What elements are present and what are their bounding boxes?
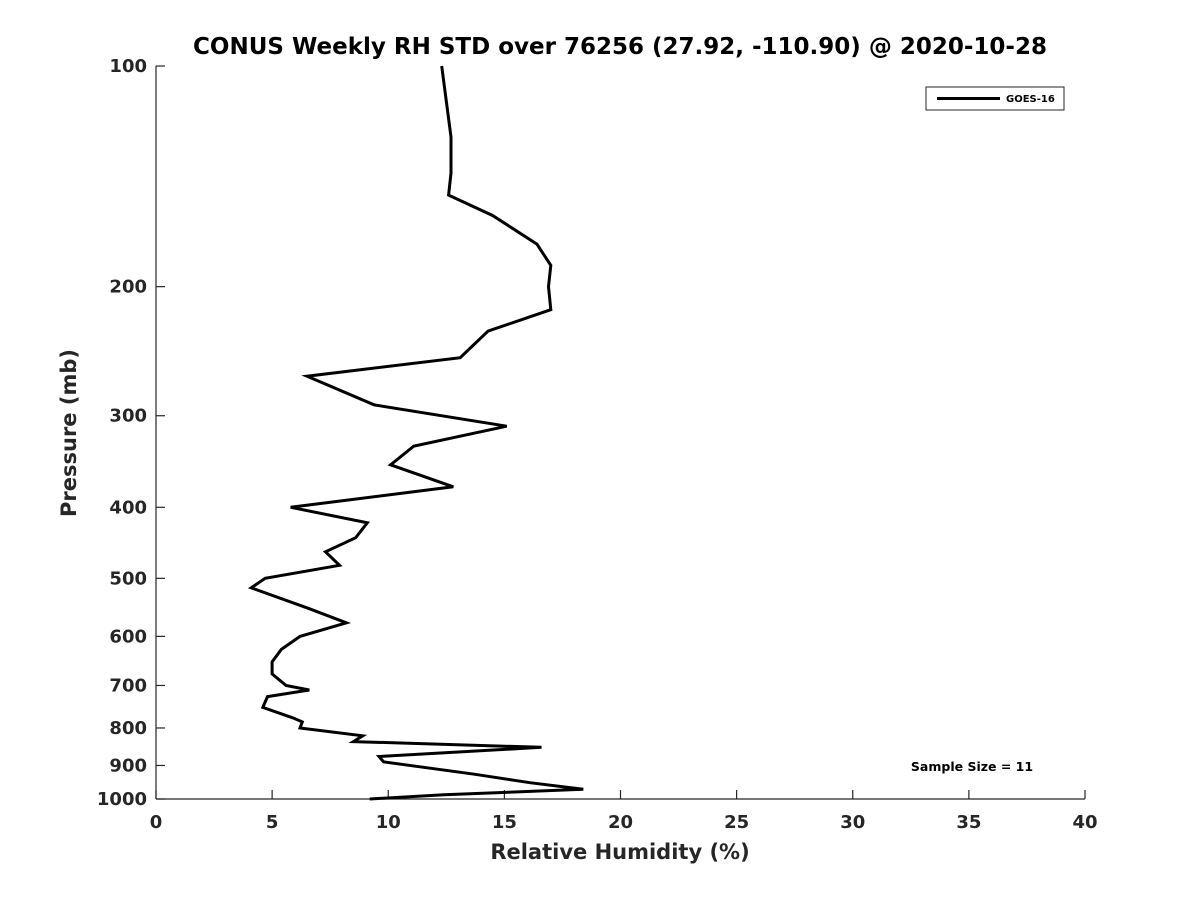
x-tick-label-40: 40 [1072, 812, 1097, 833]
y-tick-label-700: 700 [109, 675, 147, 696]
y-tick-label-100: 100 [109, 56, 147, 77]
series-line-0 [247, 65, 584, 801]
y-tick-label-400: 400 [109, 497, 147, 518]
x-tick-label-5: 5 [266, 812, 279, 833]
x-tick-label-35: 35 [956, 812, 981, 833]
y-tick-label-1000: 1000 [97, 789, 147, 810]
x-tick-label-0: 0 [150, 812, 163, 833]
y-axis-ticks: 100 200 300 400 500 600 700 800 900 1000 [97, 56, 165, 810]
legend: GOES-16 [925, 86, 1065, 111]
sample-size-annotation: Sample Size = 11 [911, 759, 1033, 774]
legend-label: GOES-16 [1006, 94, 1055, 105]
y-tick-label-600: 600 [109, 626, 147, 647]
y-tick-label-800: 800 [109, 718, 147, 739]
y-tick-label-300: 300 [109, 406, 147, 427]
series-layer [247, 65, 584, 801]
x-tick-label-15: 15 [492, 812, 517, 833]
x-axis-ticks: 0 5 10 15 20 25 30 35 40 [150, 790, 1098, 833]
y-axis-label: Pressure (mb) [57, 349, 81, 517]
y-tick-label-200: 200 [109, 277, 147, 298]
x-tick-label-25: 25 [724, 812, 749, 833]
y-tick-label-900: 900 [109, 755, 147, 776]
chart-title: CONUS Weekly RH STD over 76256 (27.92, -… [193, 34, 1047, 60]
y-tick-label-500: 500 [109, 568, 147, 589]
x-tick-label-20: 20 [608, 812, 633, 833]
x-tick-label-10: 10 [376, 812, 401, 833]
x-axis-label: Relative Humidity (%) [490, 840, 749, 864]
x-tick-label-30: 30 [840, 812, 865, 833]
